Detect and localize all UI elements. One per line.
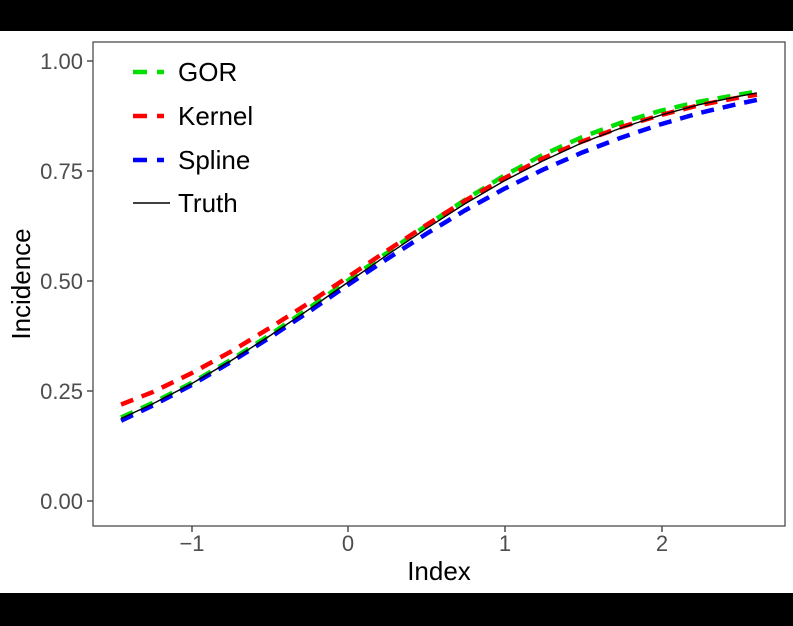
letterbox-top-bar	[0, 0, 793, 31]
legend-label-gor: GOR	[178, 57, 237, 87]
y-tick-label: 1.00	[40, 49, 83, 74]
legend-label-spline: Spline	[178, 145, 250, 175]
curve-spline	[120, 97, 758, 423]
x-tick-label: 1	[499, 531, 511, 556]
y-tick-label: 0.25	[40, 379, 83, 404]
figure-canvas: 0.00 0.25 0.50 0.75 1.00 −1 0 1 2 I	[0, 31, 793, 593]
y-axis-title: Incidence	[6, 228, 36, 339]
legend: GOR Kernel Spline Truth	[133, 57, 253, 218]
curve-truth	[120, 92, 758, 420]
y-axis-labels: 0.00 0.25 0.50 0.75 1.00	[40, 49, 83, 514]
x-tick-label: −1	[179, 531, 204, 556]
legend-label-kernel: Kernel	[178, 101, 253, 131]
legend-label-truth: Truth	[178, 188, 238, 218]
x-tick-label: 0	[342, 531, 354, 556]
letterbox-bottom-bar	[0, 593, 793, 626]
y-tick-label: 0.75	[40, 159, 83, 184]
x-axis-labels: −1 0 1 2	[179, 531, 668, 556]
x-axis-title: Index	[407, 556, 471, 586]
incidence-chart: 0.00 0.25 0.50 0.75 1.00 −1 0 1 2 I	[6, 41, 786, 586]
y-tick-label: 0.50	[40, 269, 83, 294]
curves-layer	[120, 89, 758, 423]
x-tick-label: 2	[656, 531, 668, 556]
y-axis-ticks	[87, 60, 93, 502]
x-axis-ticks	[191, 526, 663, 532]
y-tick-label: 0.00	[40, 489, 83, 514]
